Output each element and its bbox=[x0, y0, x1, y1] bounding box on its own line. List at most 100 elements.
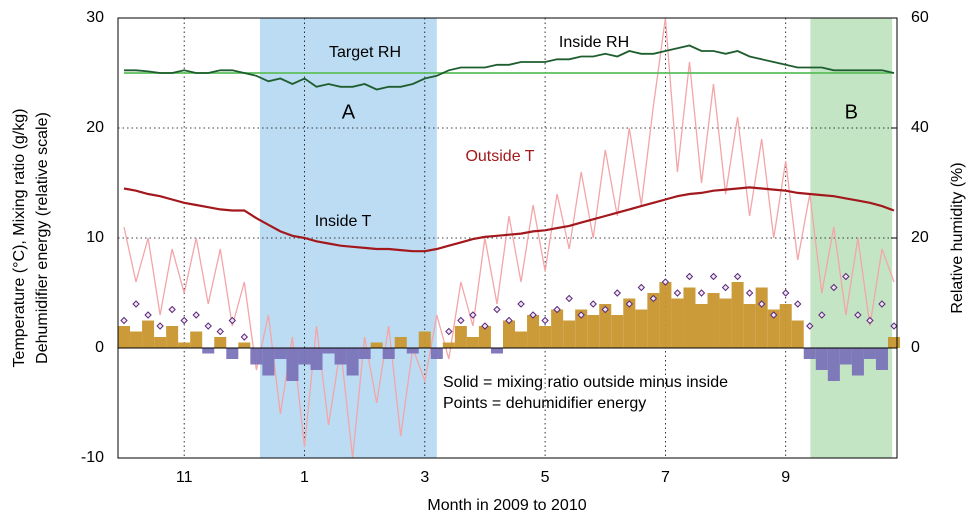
area-bar bbox=[190, 331, 203, 348]
area-bar bbox=[298, 348, 311, 365]
area-bar bbox=[767, 309, 780, 348]
area-bar bbox=[599, 304, 612, 348]
area-bar bbox=[406, 348, 419, 354]
area-bar bbox=[575, 309, 588, 348]
area-bar bbox=[442, 342, 455, 348]
energy-point bbox=[673, 289, 682, 297]
energy-point bbox=[493, 305, 501, 314]
series-line bbox=[123, 17, 895, 459]
area-bar bbox=[611, 315, 624, 348]
area-bar bbox=[118, 326, 131, 348]
y-tick-label: 0 bbox=[95, 339, 104, 356]
region-label: A bbox=[342, 101, 356, 123]
area-bar bbox=[214, 337, 227, 348]
area-bar bbox=[334, 348, 347, 365]
energy-point bbox=[144, 311, 152, 319]
area-bar bbox=[502, 320, 516, 348]
area-bar bbox=[454, 326, 467, 348]
area-bar bbox=[839, 348, 852, 365]
energy-point bbox=[541, 316, 549, 325]
area-bar bbox=[166, 326, 179, 348]
energy-point bbox=[529, 311, 537, 319]
area-bar bbox=[647, 293, 660, 348]
area-bar bbox=[515, 331, 528, 348]
area-bar bbox=[731, 282, 744, 348]
area-bar bbox=[659, 282, 672, 348]
energy-point bbox=[806, 322, 814, 330]
y-tick-label: 30 bbox=[86, 9, 104, 26]
x-tick-label: 7 bbox=[661, 469, 670, 486]
area-bar bbox=[863, 348, 876, 359]
area-bar bbox=[539, 326, 552, 348]
energy-point bbox=[685, 272, 694, 281]
energy-point bbox=[204, 322, 212, 330]
area-bar bbox=[238, 342, 251, 348]
area-bar bbox=[827, 348, 840, 381]
area-bar bbox=[286, 348, 299, 381]
x-axis-label: Month in 2009 to 2010 bbox=[427, 497, 586, 513]
y2-tick-label: 0 bbox=[911, 339, 920, 356]
energy-point bbox=[156, 322, 164, 330]
area-bar bbox=[719, 298, 732, 348]
energy-point bbox=[721, 283, 730, 292]
area-bar bbox=[370, 342, 383, 348]
energy-point bbox=[649, 294, 658, 303]
plot-frame bbox=[117, 17, 898, 459]
area-bar bbox=[178, 342, 191, 348]
area-bar bbox=[382, 348, 395, 359]
area-bar bbox=[142, 320, 155, 348]
energy-point bbox=[457, 316, 465, 325]
area-bar bbox=[875, 348, 888, 370]
energy-point bbox=[818, 311, 826, 319]
energy-point bbox=[661, 278, 670, 286]
series-line bbox=[123, 186, 895, 253]
y2-tick-label: 60 bbox=[911, 9, 929, 26]
energy-point bbox=[228, 316, 237, 325]
area-bar bbox=[250, 348, 263, 365]
energy-point bbox=[192, 311, 200, 319]
energy-point bbox=[180, 316, 188, 325]
area-bar bbox=[226, 348, 239, 359]
area-bar bbox=[551, 309, 564, 348]
y2-tick-label: 40 bbox=[911, 119, 929, 136]
y-tick-label: 10 bbox=[86, 229, 104, 246]
area-bar bbox=[779, 304, 792, 348]
area-bar bbox=[623, 298, 636, 348]
energy-point bbox=[842, 272, 850, 281]
area-bar bbox=[130, 331, 143, 348]
series-label: Outside T bbox=[465, 148, 534, 165]
area-bar bbox=[755, 287, 768, 348]
x-tick-label: 11 bbox=[176, 469, 193, 486]
area-bar bbox=[322, 348, 335, 354]
area-bar bbox=[671, 298, 684, 348]
series-label: Inside RH bbox=[559, 34, 629, 51]
area-bar bbox=[478, 326, 491, 348]
annotation: Solid = mixing ratio outside minus insid… bbox=[443, 374, 728, 391]
y2-tick-label: 20 bbox=[911, 229, 929, 246]
area-bar bbox=[490, 348, 503, 354]
x-tick-label: 5 bbox=[541, 469, 550, 486]
energy-point bbox=[577, 311, 585, 319]
area-bar bbox=[358, 348, 371, 359]
area-bar bbox=[587, 315, 600, 348]
area-bar bbox=[815, 348, 828, 370]
energy-point bbox=[445, 327, 453, 336]
y-axis-label: Dehumidifier energy (relative scale) bbox=[34, 112, 51, 364]
energy-point bbox=[830, 283, 838, 292]
energy-point bbox=[733, 272, 742, 281]
area-bar bbox=[635, 309, 648, 348]
energy-point bbox=[757, 300, 766, 308]
energy-point bbox=[240, 333, 249, 341]
area-bar bbox=[527, 315, 540, 348]
area-bar bbox=[887, 337, 901, 348]
y-axis-label: Temperature (°C), Mixing ratio (g/kg) bbox=[11, 109, 28, 368]
energy-point bbox=[469, 311, 477, 319]
energy-point bbox=[517, 300, 525, 308]
energy-point bbox=[890, 322, 898, 330]
energy-point bbox=[120, 316, 128, 325]
area-bar bbox=[743, 304, 756, 348]
area-bar bbox=[262, 348, 275, 376]
area-bar bbox=[202, 348, 215, 354]
energy-point bbox=[216, 327, 224, 336]
